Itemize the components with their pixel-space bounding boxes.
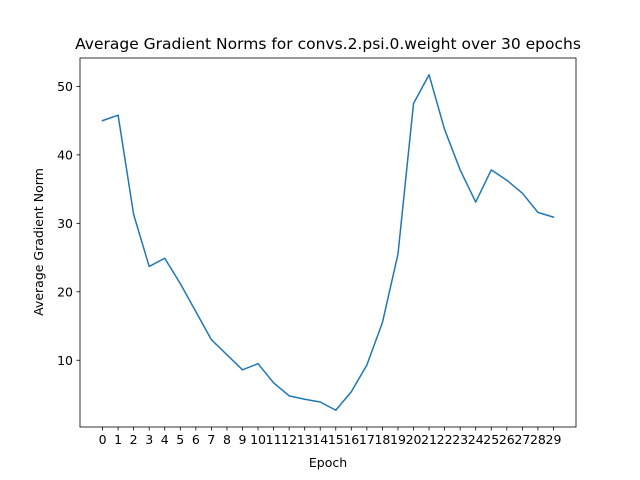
x-tick-label: 5 [176, 432, 184, 447]
x-tick-label: 17 [359, 432, 375, 447]
x-tick-label: 8 [223, 432, 231, 447]
x-tick-label: 4 [161, 432, 169, 447]
y-tick-label: 20 [57, 284, 73, 299]
x-tick-label: 14 [312, 432, 328, 447]
x-tick-label: 19 [390, 432, 406, 447]
x-tick-label: 20 [406, 432, 422, 447]
x-tick-label: 23 [452, 432, 468, 447]
x-tick-label: 9 [239, 432, 247, 447]
y-tick-label: 10 [57, 353, 73, 368]
x-tick-label: 3 [145, 432, 153, 447]
x-tick-label: 12 [281, 432, 297, 447]
x-axis-ticks: 0 1 2 3 4 5 6 7 8 9 10 11 12 13 14 15 16 17 18 19 20 21 22 23 24… [99, 427, 562, 447]
plot-frame [79, 57, 577, 428]
x-tick-label: 13 [297, 432, 313, 447]
x-tick-label: 28 [530, 432, 546, 447]
x-tick-label: 11 [266, 432, 282, 447]
x-tick-label: 15 [328, 432, 344, 447]
x-tick-label: 25 [483, 432, 499, 447]
chart-title: Average Gradient Norms for convs.2.psi.0… [75, 35, 581, 53]
x-tick-label: 18 [374, 432, 390, 447]
x-axis-label: Epoch [309, 455, 347, 470]
x-tick-label: 22 [437, 432, 453, 447]
x-tick-label: 0 [99, 432, 107, 447]
y-tick-label: 30 [57, 216, 73, 231]
y-tick-label: 50 [57, 79, 73, 94]
x-tick-label: 21 [421, 432, 437, 447]
x-tick-label: 2 [130, 432, 138, 447]
y-axis-ticks: 10 20 30 40 50 [57, 79, 80, 368]
x-tick-label: 1 [114, 432, 122, 447]
x-tick-label: 27 [514, 432, 530, 447]
x-tick-label: 7 [207, 432, 215, 447]
plot-area [80, 58, 576, 427]
x-tick-label: 10 [250, 432, 266, 447]
x-tick-label: 6 [192, 432, 200, 447]
y-axis-label: Average Gradient Norm [31, 168, 46, 316]
x-tick-label: 29 [546, 432, 562, 447]
x-tick-label: 16 [343, 432, 359, 447]
x-tick-label: 24 [468, 432, 484, 447]
series-points [102, 74, 554, 411]
x-tick-label: 26 [499, 432, 515, 447]
series-line [101, 74, 555, 411]
y-tick-label: 40 [57, 147, 73, 162]
